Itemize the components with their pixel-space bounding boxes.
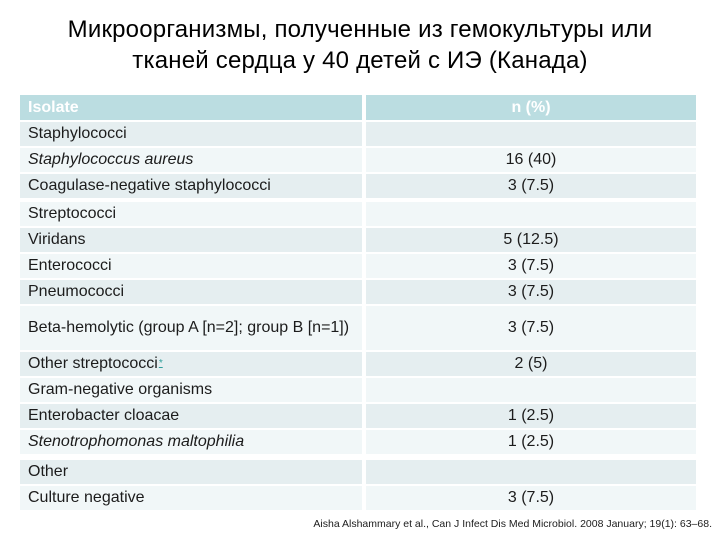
isolate-cell: Other [20, 460, 362, 484]
isolate-cell: Staphylococci [20, 122, 362, 146]
table-row: Coagulase-negative staphylococci 3 (7.5) [20, 174, 696, 198]
isolate-cell: Viridans [20, 228, 362, 252]
isolate-label: Other streptococci [28, 355, 158, 373]
value-cell: 3 (7.5) [366, 306, 696, 350]
value-cell: 16 (40) [366, 148, 696, 172]
table-row: Viridans 5 (12.5) [20, 228, 696, 252]
table-row: Stenotrophomonas maltophilia 1 (2.5) [20, 430, 696, 454]
isolate-cell: Stenotrophomonas maltophilia [20, 430, 362, 454]
table-row: Beta-hemolytic (group A [n=2]; group B [… [20, 306, 696, 350]
page-title: Микроорганизмы, полученные из гемокульту… [67, 16, 653, 74]
value-cell: 1 (2.5) [366, 430, 696, 454]
value-cell: 2 (5) [366, 352, 696, 376]
value-cell: 5 (12.5) [366, 228, 696, 252]
value-cell: 1 (2.5) [366, 404, 696, 428]
isolate-cell: Enterobacter cloacae [20, 404, 362, 428]
table-row: Enterococci 3 (7.5) [20, 254, 696, 278]
isolate-cell: Coagulase-negative staphylococci [20, 174, 362, 198]
value-cell [366, 378, 696, 402]
isolate-cell: Streptococci [20, 202, 362, 226]
isolate-cell: Beta-hemolytic (group A [n=2]; group B [… [20, 306, 362, 350]
table-row: Culture negative 3 (7.5) [20, 486, 696, 510]
table-row: Enterobacter cloacae 1 (2.5) [20, 404, 696, 428]
isolate-cell: Enterococci [20, 254, 362, 278]
table-row: Other [20, 460, 696, 484]
isolate-cell: Culture negative [20, 486, 362, 510]
isolate-cell: Pneumococci [20, 280, 362, 304]
isolates-table: Isolate n (%) Staphylococci Staphylococc… [20, 95, 696, 512]
column-header-n-pct: n (%) [366, 95, 696, 120]
value-cell [366, 202, 696, 226]
isolate-cell: Staphylococcus aureus [20, 148, 362, 172]
value-cell: 3 (7.5) [366, 486, 696, 510]
column-header-isolate: Isolate [20, 95, 362, 120]
table-row: Streptococci [20, 202, 696, 226]
value-cell: 3 (7.5) [366, 280, 696, 304]
table-row: Other streptococci * 2 (5) [20, 352, 696, 376]
table-row: Gram-negative organisms [20, 378, 696, 402]
isolate-cell: Other streptococci * [20, 352, 362, 376]
isolate-cell: Gram-negative organisms [20, 378, 362, 402]
table-header-row: Isolate n (%) [20, 95, 696, 120]
value-cell: 3 (7.5) [366, 174, 696, 198]
table-row: Pneumococci 3 (7.5) [20, 280, 696, 304]
table-row: Staphylococcus aureus 16 (40) [20, 148, 696, 172]
citation: Aisha Alshammary et al., Can J Infect Di… [313, 518, 712, 530]
value-cell [366, 122, 696, 146]
value-cell [366, 460, 696, 484]
table-row: Staphylococci [20, 122, 696, 146]
value-cell: 3 (7.5) [366, 254, 696, 278]
